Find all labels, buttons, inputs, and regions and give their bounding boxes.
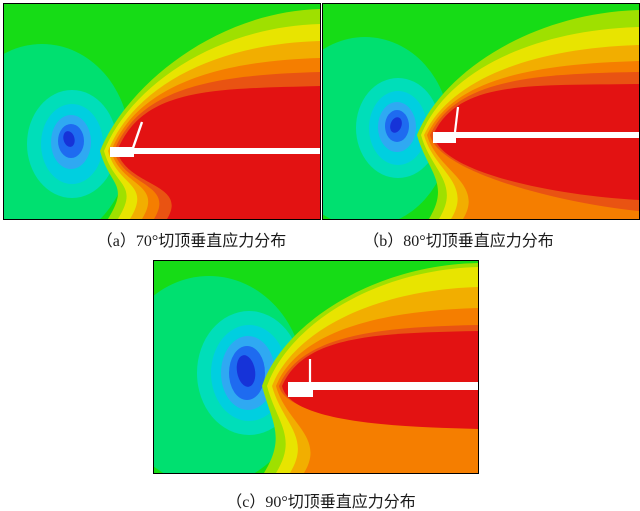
excavation-geometry xyxy=(288,359,478,397)
roof-cut-line-70deg xyxy=(131,121,144,149)
stress-contour-plot-b xyxy=(323,4,639,219)
roadway-strip xyxy=(134,148,320,154)
roof-cut-line-80deg xyxy=(453,106,460,133)
roadway-strip xyxy=(456,132,639,138)
high-stress-zone xyxy=(417,10,639,219)
entry-block xyxy=(433,132,456,143)
entry-block xyxy=(110,147,134,157)
stress-contour-plot-c xyxy=(154,261,478,473)
stress-contour-plot-a xyxy=(4,4,320,219)
caption-panel-b: （b）80°切顶垂直应力分布 xyxy=(363,233,554,250)
high-stress-zone xyxy=(262,263,478,473)
stress-contour-panel-b xyxy=(322,3,640,220)
roadway-strip xyxy=(313,382,478,390)
caption-panel-a: （a）70°切顶垂直应力分布 xyxy=(96,233,287,250)
high-stress-zone xyxy=(100,9,320,219)
stress-contour-panel-c xyxy=(153,260,479,474)
low-stress-zone xyxy=(4,44,130,219)
low-stress-zone xyxy=(323,37,450,219)
stress-contour-panel-a xyxy=(3,3,321,220)
entry-block xyxy=(288,382,313,397)
excavation-geometry xyxy=(110,121,320,157)
caption-panel-c: （c）90°切顶垂直应力分布 xyxy=(226,494,416,511)
excavation-geometry xyxy=(433,106,639,143)
